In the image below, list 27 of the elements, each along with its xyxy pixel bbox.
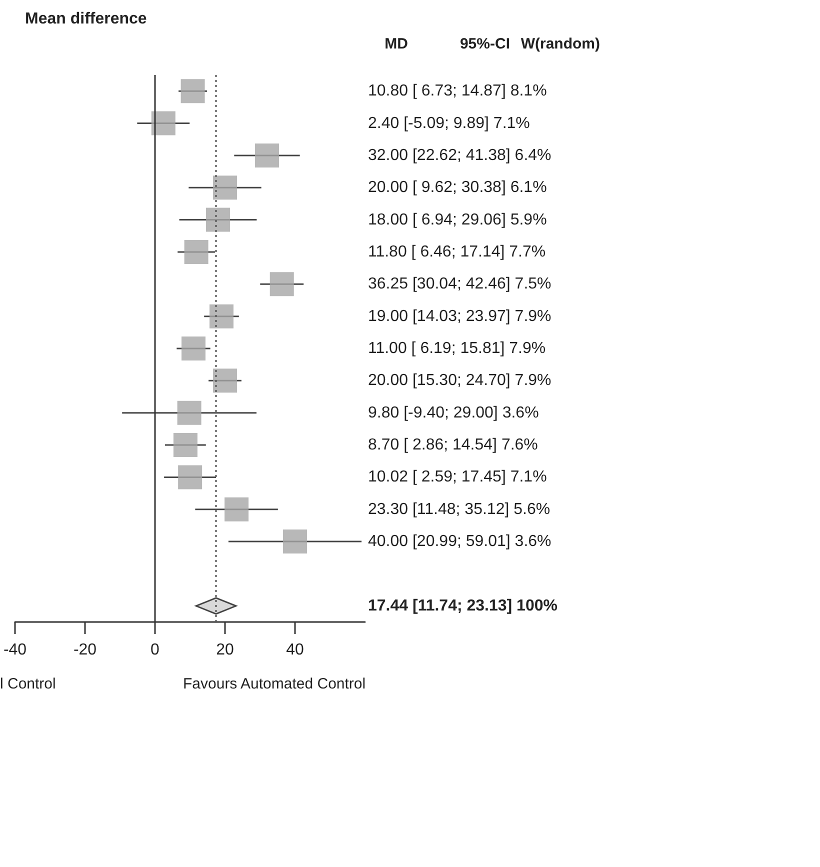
text: MD bbox=[384, 36, 408, 52]
text: Favours Automated Control bbox=[183, 676, 366, 692]
text: 2.40 [-5.09; 9.89] 7.1% bbox=[368, 114, 530, 132]
chart-title: Mean difference bbox=[25, 10, 147, 28]
x-tick-label: -40 bbox=[3, 642, 27, 658]
text: 10.02 [ 2.59; 17.45] 7.1% bbox=[368, 468, 547, 486]
text: 32.00 [22.62; 41.38] 6.4% bbox=[368, 146, 552, 164]
x-tick-label: 20 bbox=[216, 642, 234, 658]
text: 20.00 [ 9.62; 30.38] 6.1% bbox=[368, 179, 547, 196]
text: 18.00 [ 6.94; 29.06] 5.9% bbox=[368, 211, 547, 228]
x-tick-label: -20 bbox=[73, 642, 97, 658]
text: l Control bbox=[0, 676, 56, 692]
text: W(random) bbox=[520, 36, 600, 52]
text: 19.00 [14.03; 23.97] 7.9% bbox=[368, 308, 552, 325]
text: 23.30 [11.48; 35.12] 5.6% bbox=[368, 500, 550, 518]
text: 9.80 [-9.40; 29.00] 3.6% bbox=[368, 404, 539, 422]
text: 17.44 [11.74; 23.13] 100% bbox=[368, 597, 558, 614]
text: 11.80 [ 6.46; 17.14] 7.7% bbox=[368, 243, 546, 260]
text: 40.00 [20.99; 59.01] 3.6% bbox=[368, 533, 552, 550]
text: 10.80 [ 6.73; 14.87] 8.1% bbox=[368, 82, 547, 100]
text: 20.00 [15.30; 24.70] 7.9% bbox=[368, 372, 552, 390]
x-tick-label: 40 bbox=[286, 642, 304, 658]
text: 36.25 [30.04; 42.46] 7.5% bbox=[368, 276, 552, 293]
text: 8.70 [ 2.86; 14.54] 7.6% bbox=[368, 436, 538, 454]
text: 11.00 [ 6.19; 15.81] 7.9% bbox=[368, 340, 546, 357]
x-tick-label: 0 bbox=[150, 642, 160, 658]
text: 95%-CI bbox=[460, 36, 510, 52]
